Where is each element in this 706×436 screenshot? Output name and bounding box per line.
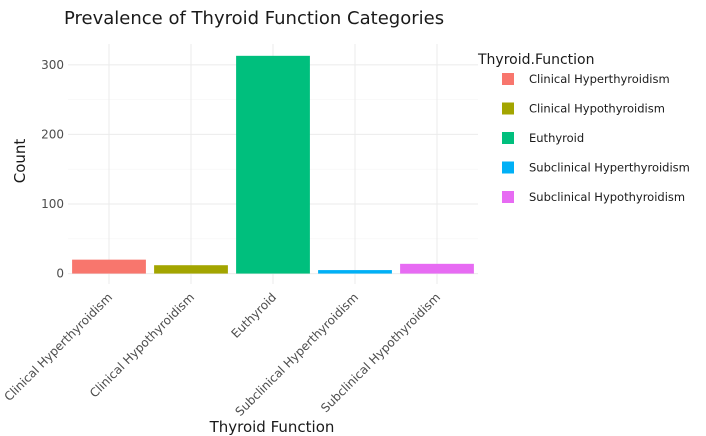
legend-label: Clinical Hyperthyroidism <box>529 72 670 86</box>
bars <box>72 55 474 274</box>
y-tick-label: 0 <box>56 267 64 281</box>
bar-subclinical-hyperthyroidism <box>318 270 392 274</box>
y-tick-label: 300 <box>41 58 64 72</box>
y-axis-title: Count <box>11 139 29 184</box>
legend-swatch <box>502 73 514 85</box>
x-axis-title: Thyroid Function <box>209 418 335 436</box>
legend-title: Thyroid.Function <box>477 52 595 68</box>
legend-label: Subclinical Hypothyroidism <box>529 190 685 204</box>
legend: Thyroid.Function Clinical Hyperthyroidis… <box>477 52 690 204</box>
legend-swatch <box>502 191 514 203</box>
legend-label: Euthyroid <box>529 131 584 145</box>
chart-title: Prevalence of Thyroid Function Categorie… <box>64 8 444 29</box>
bar-subclinical-hypothyroidism <box>400 263 474 274</box>
legend-label: Subclinical Hyperthyroidism <box>529 161 690 175</box>
x-tick-label: Euthyroid <box>229 290 280 341</box>
legend-swatch <box>502 102 514 115</box>
y-tick-label: 200 <box>41 127 64 141</box>
bar-euthyroid <box>236 55 310 274</box>
bar-clinical-hypothyroidism <box>154 265 228 274</box>
legend-label: Clinical Hypothyroidism <box>529 102 665 116</box>
y-tick-label: 100 <box>41 197 64 211</box>
y-axis-ticks: 0 100 200 300 <box>41 58 64 281</box>
legend-swatch <box>502 132 514 144</box>
legend-swatch <box>502 161 514 174</box>
bar-clinical-hyperthyroidism <box>72 259 146 274</box>
